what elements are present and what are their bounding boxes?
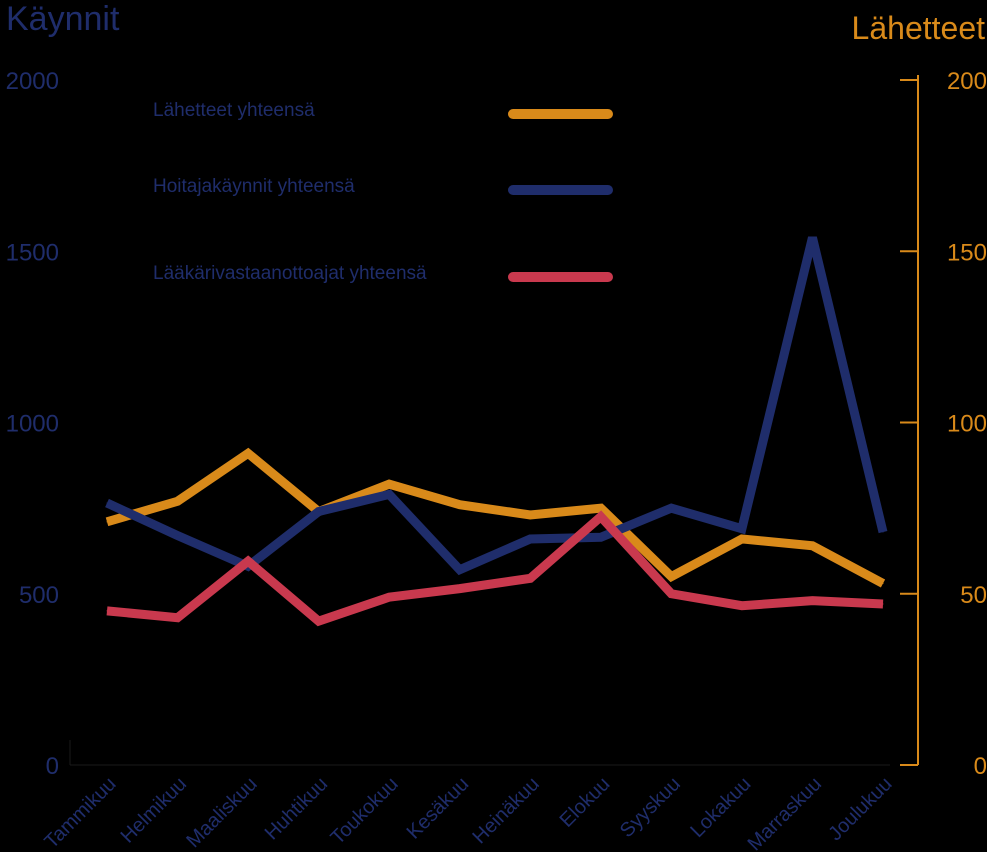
data-point	[600, 516, 602, 518]
right-tick-label: 100	[947, 411, 987, 438]
category-label: Lokakuu	[686, 773, 755, 842]
category-label: Huhtikuu	[261, 773, 332, 844]
right-tick-label: 200	[947, 68, 987, 95]
left-tick-label: 2000	[6, 68, 59, 95]
data-point	[529, 577, 531, 579]
category-label: Heinäkuu	[468, 773, 543, 848]
data-point	[318, 620, 320, 622]
series-line-1	[105, 236, 888, 576]
left-tick-label: 500	[19, 582, 59, 609]
data-point	[247, 452, 249, 454]
category-label: Kesäkuu	[403, 773, 474, 844]
right-tick-label: 0	[974, 753, 987, 780]
data-point	[106, 521, 108, 523]
data-point	[741, 605, 743, 607]
left-axis-title: Käynnit	[6, 0, 120, 38]
series-line-0	[105, 447, 886, 588]
data-point	[459, 504, 461, 506]
data-point	[177, 535, 179, 537]
category-label: Elokuu	[556, 773, 615, 832]
data-point	[670, 576, 672, 578]
data-point	[247, 560, 249, 562]
right-tick-label: 50	[960, 582, 987, 609]
data-point	[600, 536, 602, 538]
data-point	[670, 507, 672, 509]
legend-label: Hoitajakäynnit yhteensä	[153, 176, 355, 197]
data-point	[106, 610, 108, 612]
data-point	[811, 237, 813, 239]
data-point	[388, 596, 390, 598]
left-tick-label: 1000	[6, 411, 59, 438]
category-label: Tammikuu	[41, 773, 121, 852]
category-label: Marraskuu	[744, 773, 826, 852]
data-point	[882, 603, 884, 605]
data-point	[388, 493, 390, 495]
category-label: Joulukuu	[824, 773, 896, 845]
data-point	[106, 502, 108, 504]
data-point	[529, 514, 531, 516]
left-tick-label: 1500	[6, 239, 59, 266]
data-point	[600, 507, 602, 509]
data-point	[741, 538, 743, 540]
data-point	[177, 500, 179, 502]
data-point	[318, 511, 320, 513]
category-label: Helmikuu	[117, 773, 192, 848]
data-point	[882, 582, 884, 584]
data-point	[670, 593, 672, 595]
right-axis-title: Lähetteet	[851, 10, 985, 46]
data-point	[811, 545, 813, 547]
data-point	[811, 600, 813, 602]
data-point	[529, 538, 531, 540]
data-point	[388, 483, 390, 485]
data-point	[459, 588, 461, 590]
category-label: Toukokuu	[327, 773, 403, 849]
legend-label: Lähetteet yhteensä	[153, 100, 315, 121]
left-tick-label: 0	[46, 753, 59, 780]
legend-label: Lääkärivastaanottoajat yhteensä	[153, 263, 427, 284]
category-label: Maaliskuu	[182, 773, 261, 852]
data-point	[177, 617, 179, 619]
series-line-2	[106, 510, 884, 627]
data-point	[882, 531, 884, 533]
data-point	[459, 569, 461, 571]
data-point	[741, 528, 743, 530]
category-label: Syyskuu	[616, 773, 685, 842]
right-tick-label: 150	[947, 239, 987, 266]
